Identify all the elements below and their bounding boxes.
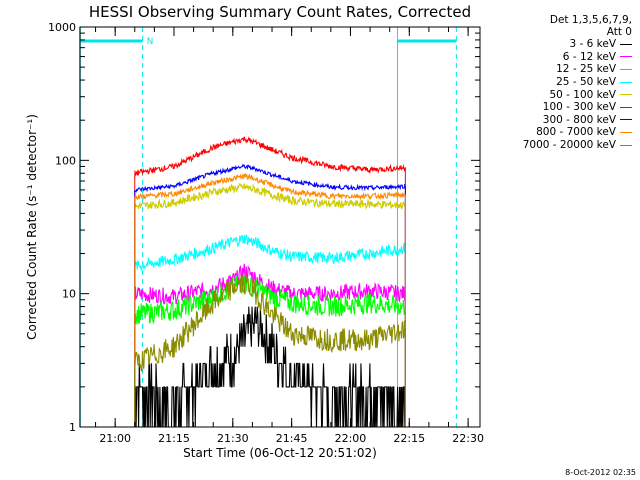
legend-item-label: 3 - 6 keV [569, 38, 616, 51]
y-tick-label-1: 1 [69, 421, 76, 434]
legend-item-label: 6 - 12 keV [562, 50, 616, 63]
series-line-9 [134, 272, 406, 372]
x-tick-label-21:45: 21:45 [276, 432, 308, 445]
night-flag-label: N [147, 37, 154, 47]
legend-item-label: 50 - 100 keV [549, 88, 616, 101]
legend-item-label: 7000 - 20000 keV [522, 139, 616, 152]
x-tick-label-22:00: 22:00 [335, 432, 367, 445]
legend-swatch [620, 144, 632, 146]
legend-swatch [620, 119, 632, 121]
y-tick-label-1000: 1000 [48, 21, 76, 34]
legend-header-1: Det 1,3,5,6,7,9, [549, 14, 632, 26]
legend-item-9: 7000 - 20000 keV [492, 139, 632, 152]
legend-swatch [620, 68, 632, 70]
series-line-8 [134, 172, 406, 201]
legend-swatch [620, 56, 632, 58]
x-axis-label: Start Time (06-Oct-12 20:51:02) [183, 446, 377, 460]
y-tick-label-100: 100 [55, 154, 76, 167]
legend-swatch [620, 43, 632, 45]
legend-header-2: Att 0 [606, 26, 632, 38]
series-line-5 [134, 182, 406, 210]
series-line-2 [134, 263, 406, 305]
x-tick-label-21:00: 21:00 [99, 432, 131, 445]
legend-item-2: 6 - 12 keV [492, 51, 632, 64]
chart-title: HESSI Observing Summary Count Rates, Cor… [89, 3, 471, 21]
legend-item-label: 100 - 300 keV [542, 101, 616, 114]
legend-item-6: 100 - 300 keV [492, 101, 632, 114]
legend-item-label: 800 - 7000 keV [536, 126, 616, 139]
legend-swatch [620, 106, 632, 108]
legend: Det 1,3,5,6,7,9, Att 0 3 - 6 keV 6 - 12 k… [492, 14, 632, 151]
legend-swatch [620, 94, 632, 96]
legend-swatch [620, 81, 632, 83]
series-line-4 [134, 233, 406, 272]
legend-item-4: 25 - 50 keV [492, 76, 632, 89]
y-axis-label: Corrected Count Rate (s⁻¹ detector⁻¹) [25, 114, 39, 340]
series-group [134, 136, 406, 428]
x-tick-label-22:30: 22:30 [452, 432, 484, 445]
legend-item-1: 3 - 6 keV [492, 38, 632, 51]
legend-swatch [620, 131, 632, 133]
legend-item-label: 25 - 50 keV [556, 76, 616, 89]
legend-item-label: 300 - 800 keV [542, 113, 616, 126]
y-tick-label-10: 10 [62, 288, 76, 301]
x-tick-label-21:30: 21:30 [217, 432, 249, 445]
legend-item-label: 12 - 25 keV [556, 63, 616, 76]
legend-item-3: 12 - 25 keV [492, 63, 632, 76]
footer-timestamp: 8-Oct-2012 02:35 [565, 468, 636, 477]
series-line-1 [134, 306, 406, 428]
x-tick-label-21:15: 21:15 [158, 432, 190, 445]
legend-rows: 3 - 6 keV 6 - 12 keV 12 - 25 keV 25 - 50 ke… [492, 38, 632, 151]
legend-item-7: 300 - 800 keV [492, 114, 632, 127]
series-line-7 [134, 163, 406, 193]
series-line-3 [134, 275, 406, 325]
legend-item-8: 800 - 7000 keV [492, 126, 632, 139]
legend-item-5: 50 - 100 keV [492, 88, 632, 101]
plot-frame [79, 26, 481, 428]
x-tick-label-22:15: 22:15 [393, 432, 425, 445]
series-line-6 [134, 136, 406, 178]
